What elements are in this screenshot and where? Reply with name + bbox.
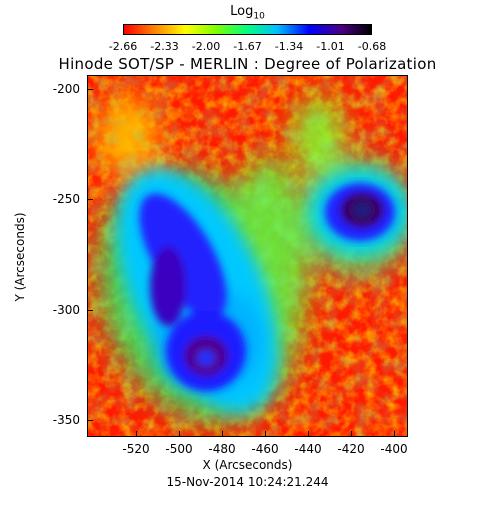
- polarization-map: [87, 75, 408, 437]
- x-tick-label: -440: [294, 442, 322, 456]
- x-tick-label: -480: [208, 442, 236, 456]
- x-tick-mark: [308, 431, 309, 437]
- y-tick-label: -200: [52, 82, 80, 96]
- x-tick-mark: [351, 431, 352, 437]
- colorbar-tick: -2.66: [108, 40, 138, 53]
- x-tick-mark: [222, 431, 223, 437]
- x-axis-label: X (Arcseconds): [202, 458, 293, 472]
- colorbar-tick: -2.00: [191, 40, 221, 53]
- colorbar-tick: -1.01: [316, 40, 345, 53]
- x-tick-mark: [265, 431, 266, 437]
- x-tick-label: -520: [122, 442, 150, 456]
- colorbar-title: Log10: [230, 4, 265, 22]
- y-axis-label: Y (Arcseconds): [13, 212, 27, 302]
- x-tick-label: -500: [165, 442, 193, 456]
- colorbar: [123, 24, 372, 35]
- colorbar-tick: -2.33: [150, 40, 179, 53]
- colorbar-tick: -1.34: [274, 40, 304, 53]
- y-tick-label: -350: [52, 413, 80, 427]
- x-tick-label: -400: [380, 442, 408, 456]
- y-tick-mark: [87, 310, 93, 311]
- polarization-map-image: [88, 76, 407, 436]
- colorbar-tick: -0.68: [357, 40, 387, 53]
- x-tick-mark: [179, 431, 180, 437]
- y-tick-label: -250: [52, 192, 80, 206]
- colorbar-tick: -1.67: [233, 40, 262, 53]
- y-tick-mark: [87, 89, 93, 90]
- observation-timestamp: 15-Nov-2014 10:24:21.244: [166, 475, 329, 489]
- y-tick-label: -300: [52, 303, 80, 317]
- y-tick-mark: [87, 420, 93, 421]
- x-tick-label: -460: [251, 442, 279, 456]
- y-tick-mark: [87, 199, 93, 200]
- x-tick-mark: [136, 431, 137, 437]
- figure-title: Hinode SOT/SP - MERLIN : Degree of Polar…: [58, 55, 437, 73]
- x-tick-mark: [394, 431, 395, 437]
- x-tick-label: -420: [337, 442, 365, 456]
